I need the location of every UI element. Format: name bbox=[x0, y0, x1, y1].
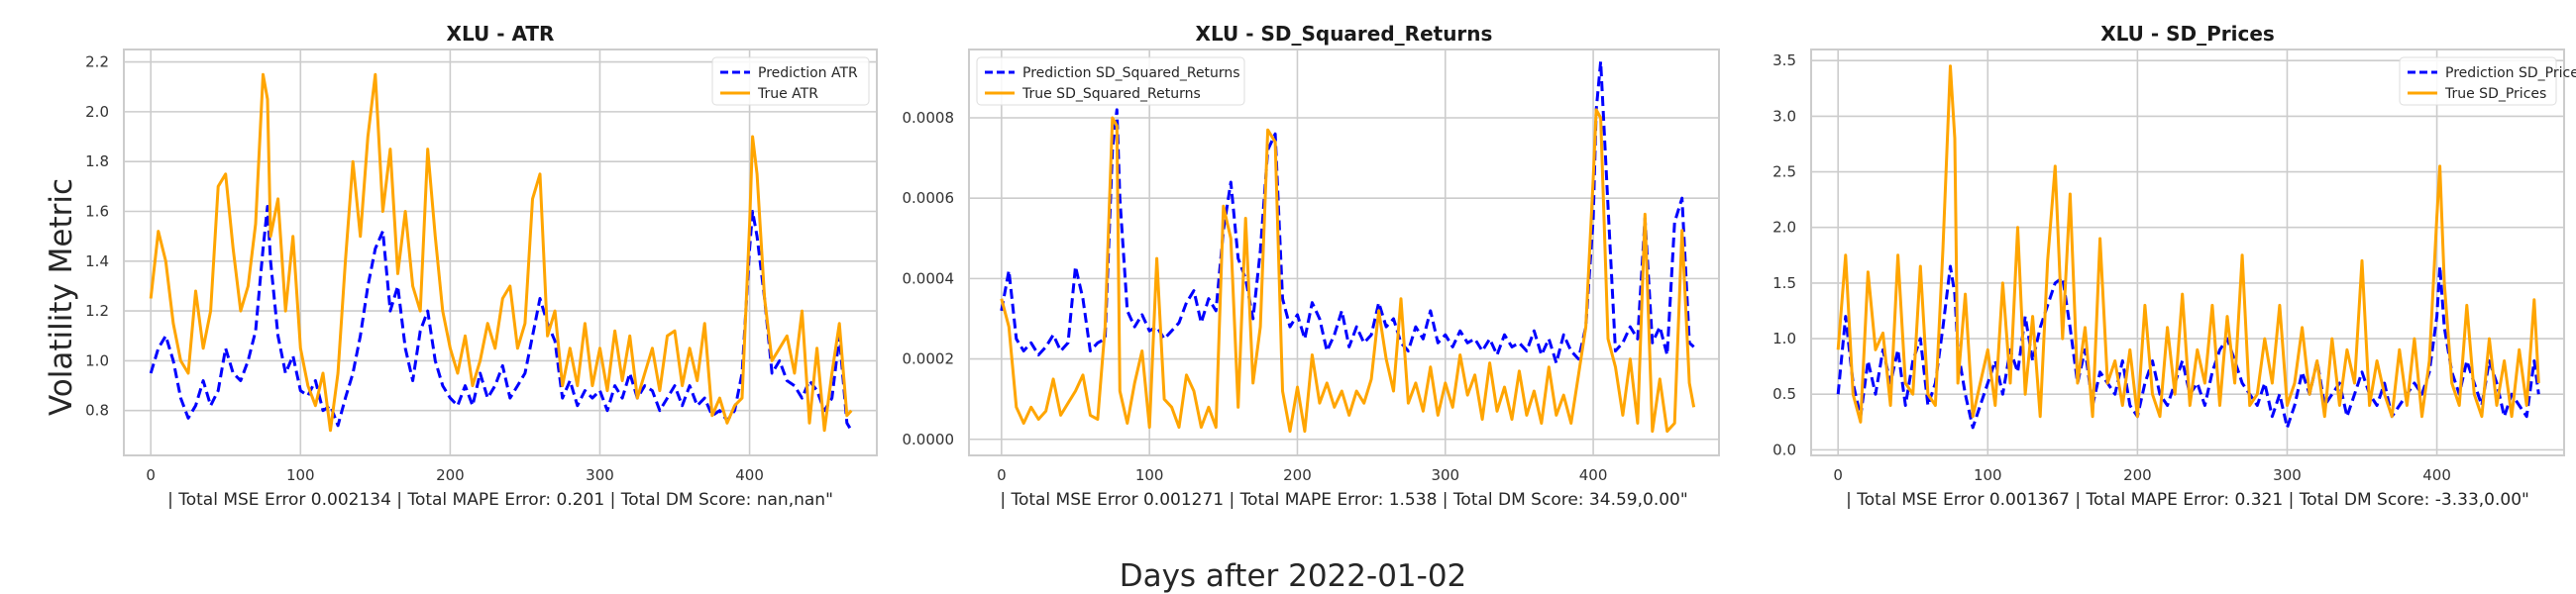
series-line-1 bbox=[1000, 108, 1696, 434]
x-tick-label: 200 bbox=[436, 466, 465, 484]
y-tick-label: 3.0 bbox=[1772, 107, 1796, 125]
y-tick-label: 1.2 bbox=[85, 302, 109, 320]
legend-box bbox=[976, 56, 1245, 106]
x-tick-label: 300 bbox=[1431, 466, 1459, 484]
series-line-0 bbox=[1000, 59, 1695, 365]
plot-frame bbox=[1810, 49, 2565, 456]
y-tick-label: 0.0008 bbox=[903, 109, 955, 127]
x-tick-label: 100 bbox=[286, 466, 315, 484]
legend-label: True SD_Prices bbox=[2444, 86, 2546, 102]
chart-panel-0: 0 100 200 300 400 0.8 1.0 1.2 1.4 1.6 1.8 2.0 2.2 XLU… bbox=[85, 22, 878, 510]
x-tick-label: 300 bbox=[2273, 466, 2302, 484]
y-tick-label: 0.0 bbox=[1772, 441, 1796, 458]
y-tick-label: 2.5 bbox=[1772, 163, 1796, 181]
y-tick-label: 1.0 bbox=[1772, 330, 1796, 347]
figure-ylabel: Volatility Metric bbox=[44, 178, 79, 416]
plot-frame bbox=[968, 49, 1720, 456]
y-tick-label: 0.0006 bbox=[903, 189, 955, 207]
plot-frame bbox=[123, 49, 878, 456]
figure-suptitle: Days after 2022-01-02 bbox=[1120, 558, 1467, 594]
x-axis-label: | Total MSE Error 0.001367 | Total MAPE … bbox=[1846, 490, 2529, 510]
y-tick-label: 0.0004 bbox=[903, 269, 955, 287]
y-tick-label: 2.0 bbox=[1772, 219, 1796, 237]
legend-label: True SD_Squared_Returns bbox=[1021, 86, 1201, 102]
legend-label: Prediction SD_Squared_Returns bbox=[1022, 65, 1240, 81]
x-axis-label: | Total MSE Error 0.002134 | Total MAPE … bbox=[167, 490, 833, 510]
x-tick-label: 400 bbox=[1579, 466, 1608, 484]
chart-title: XLU - SD_Squared_Returns bbox=[1196, 22, 1493, 46]
legend: Prediction SD_Prices True SD_Prices bbox=[2399, 56, 2576, 106]
y-tick-label: 1.4 bbox=[85, 252, 109, 270]
chart-title: XLU - SD_Prices bbox=[2100, 22, 2275, 46]
chart-title: XLU - ATR bbox=[447, 22, 555, 46]
y-tick-label: 0.0000 bbox=[903, 431, 955, 448]
x-tick-label: 0 bbox=[1833, 466, 1843, 484]
legend-label: Prediction SD_Prices bbox=[2445, 65, 2576, 81]
legend-label: Prediction ATR bbox=[758, 65, 858, 81]
y-tick-label: 0.5 bbox=[1772, 385, 1796, 403]
y-tick-label: 1.5 bbox=[1772, 274, 1796, 292]
x-tick-label: 0 bbox=[997, 466, 1007, 484]
legend: Prediction SD_Squared_Returns True SD_Squ… bbox=[976, 56, 1245, 106]
y-tick-label: 1.8 bbox=[85, 152, 109, 170]
y-tick-label: 1.0 bbox=[85, 351, 109, 369]
chart-panel-1: 0 100 200 300 400 0.0000 0.0002 0.0004 0.0006 0.0… bbox=[903, 22, 1720, 510]
panels: 0 100 200 300 400 0.8 1.0 1.2 1.4 1.6 1.8 2.0 2.2 XLU… bbox=[85, 22, 2576, 510]
y-tick-label: 2.2 bbox=[85, 53, 109, 71]
legend-box bbox=[711, 56, 870, 106]
x-axis-label: | Total MSE Error 0.001271 | Total MAPE … bbox=[1000, 490, 1687, 510]
x-tick-label: 100 bbox=[1974, 466, 2002, 484]
y-tick-label: 1.6 bbox=[85, 202, 109, 220]
x-tick-label: 0 bbox=[146, 466, 156, 484]
plot-background bbox=[124, 50, 877, 455]
legend-box bbox=[2399, 56, 2557, 106]
series-line-1 bbox=[1836, 64, 2540, 424]
legend: Prediction ATR True ATR bbox=[711, 56, 870, 106]
x-tick-label: 200 bbox=[2123, 466, 2152, 484]
series-line-1 bbox=[149, 72, 853, 433]
series-line-0 bbox=[149, 205, 853, 432]
x-tick-label: 400 bbox=[2422, 466, 2451, 484]
y-tick-label: 0.8 bbox=[85, 402, 109, 420]
x-tick-label: 300 bbox=[586, 466, 614, 484]
y-tick-label: 3.5 bbox=[1772, 51, 1796, 69]
chart-panel-2: 0 100 200 300 400 0.0 0.5 1.0 1.5 2.0 2.5 3.0 3.5 XLU… bbox=[1772, 22, 2576, 510]
x-tick-label: 200 bbox=[1283, 466, 1312, 484]
y-tick-label: 2.0 bbox=[85, 103, 109, 121]
x-tick-label: 400 bbox=[735, 466, 764, 484]
x-tick-label: 100 bbox=[1135, 466, 1164, 484]
legend-label: True ATR bbox=[757, 86, 818, 102]
y-tick-label: 0.0002 bbox=[903, 350, 955, 368]
